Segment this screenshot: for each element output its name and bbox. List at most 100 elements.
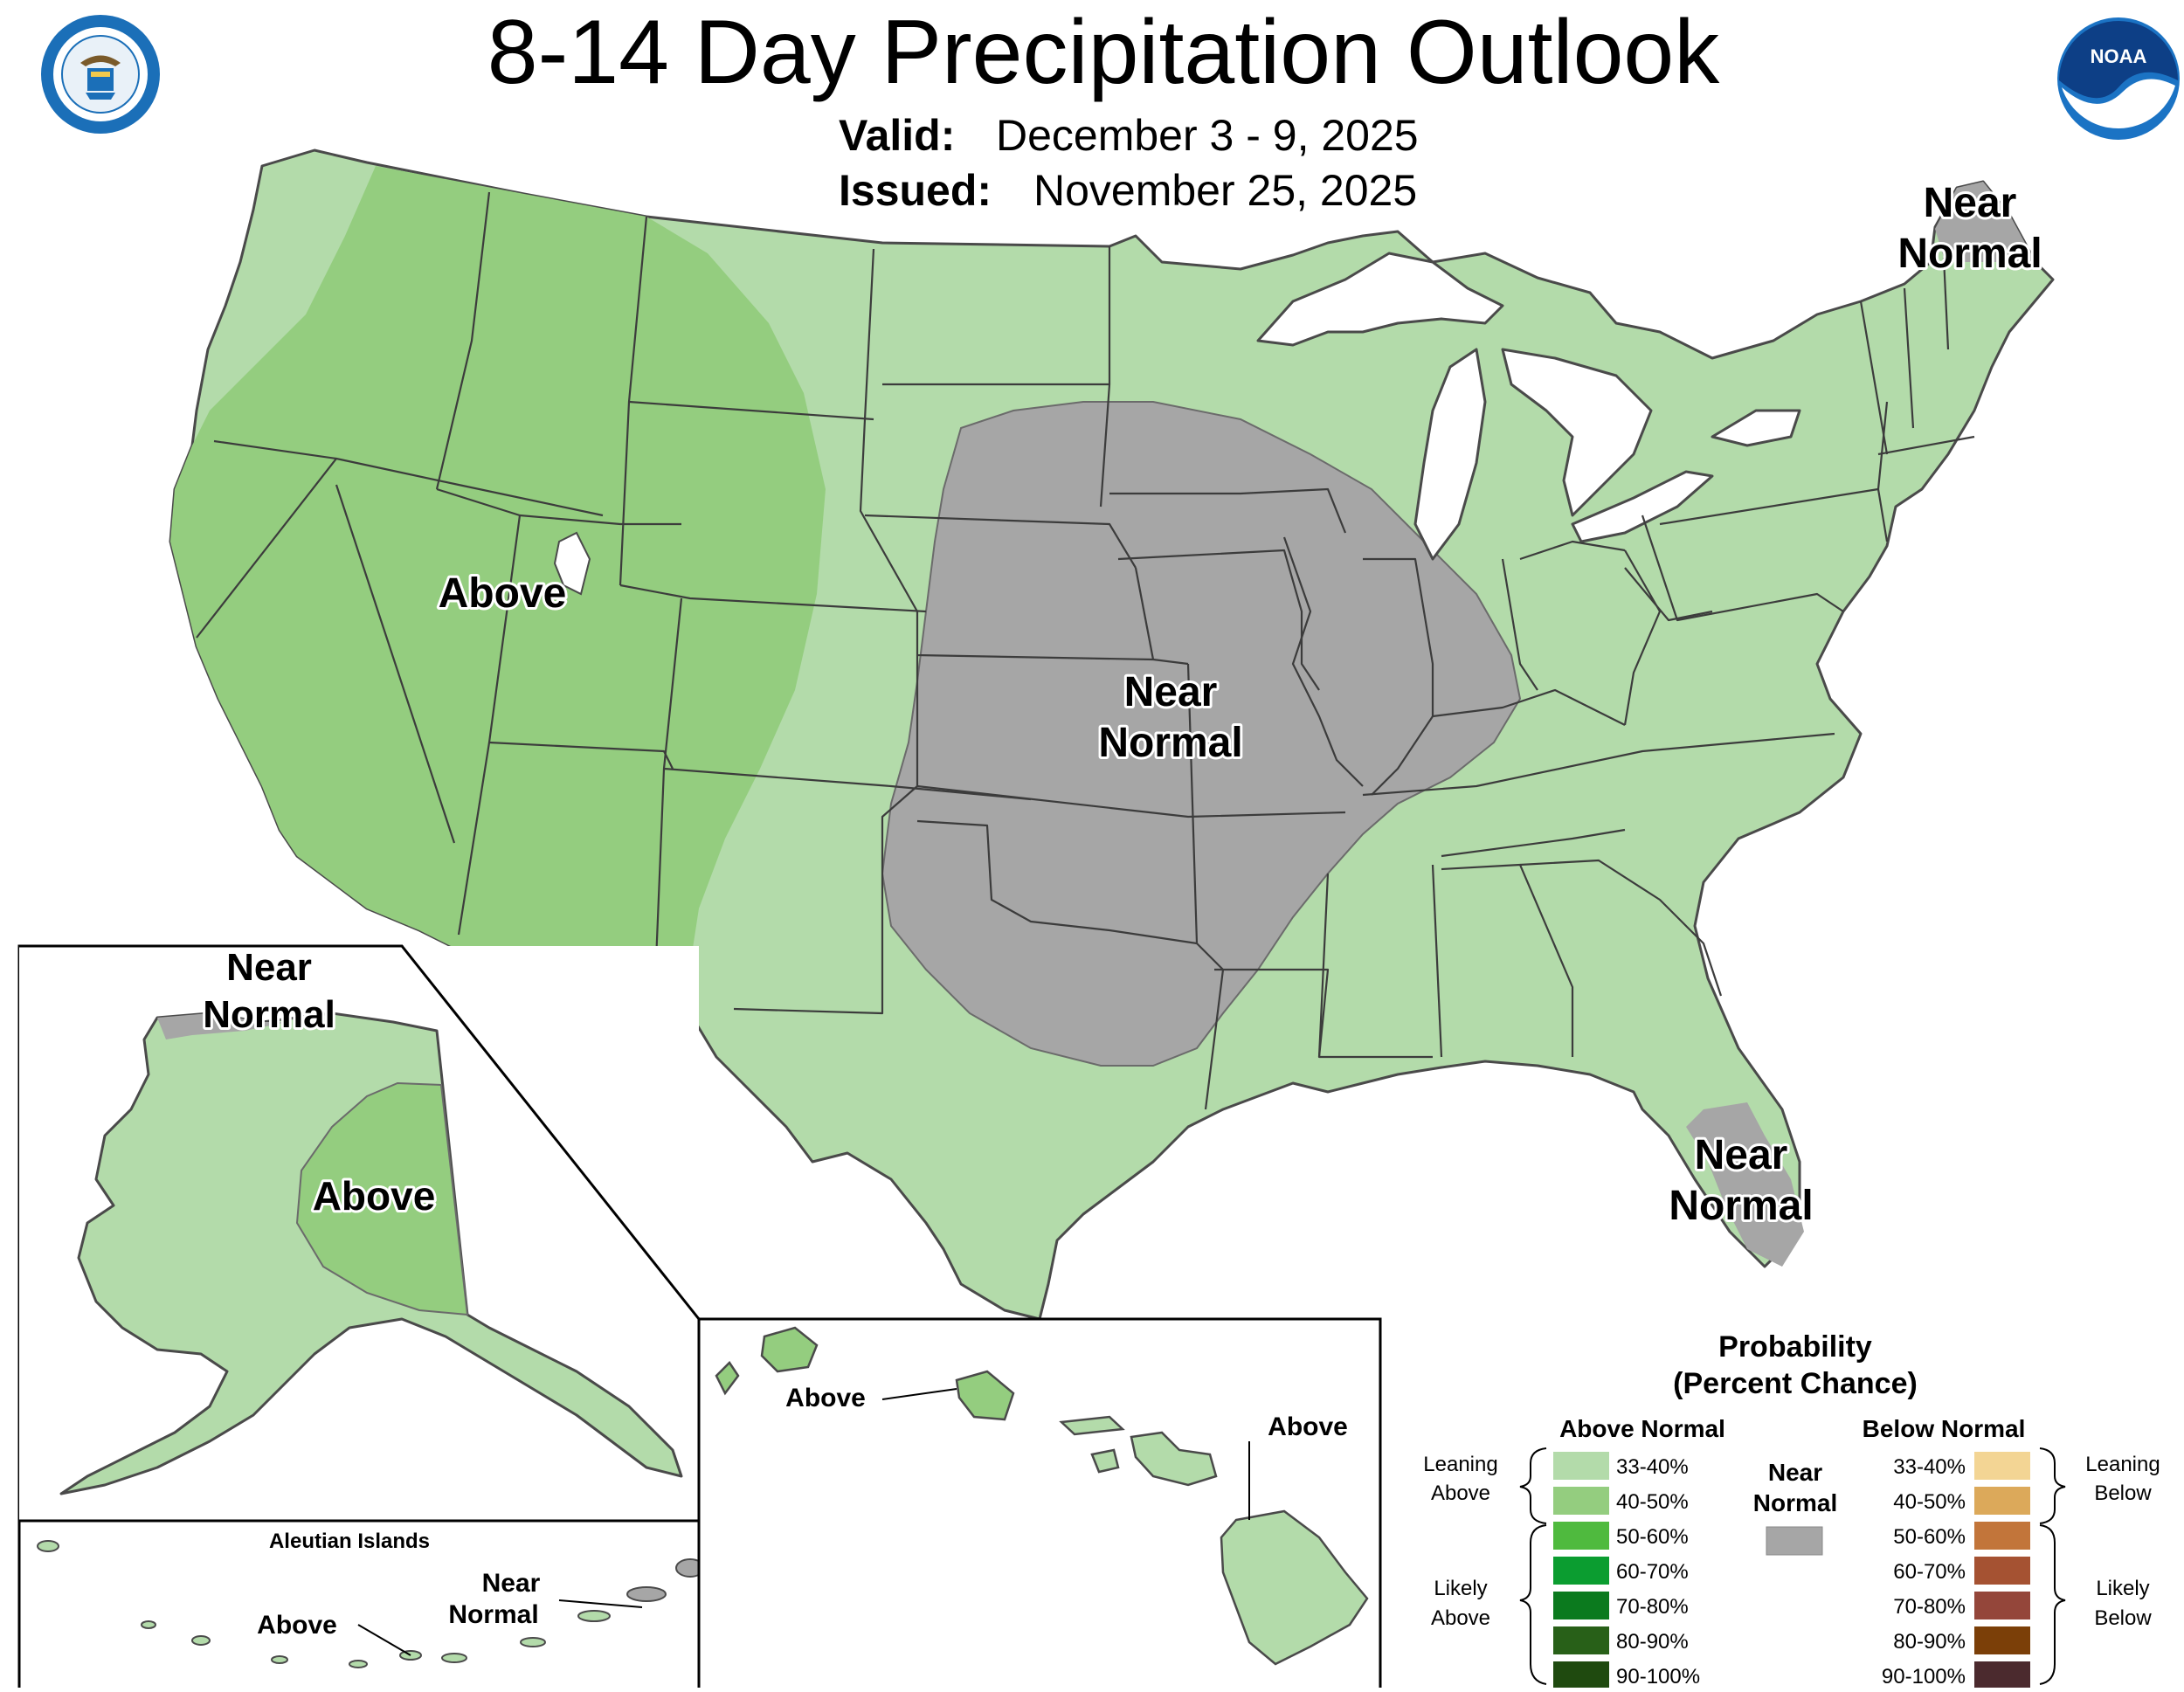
alaska-above-label: Above (313, 1173, 436, 1219)
legend-below-swatch-label-1: 33-40% (1893, 1455, 1966, 1479)
lake-huron (1501, 348, 1653, 517)
island-molokai (1059, 1415, 1125, 1436)
label-northeast-normal: Normal (1897, 231, 2042, 277)
aleutian-above-label: Above (257, 1611, 337, 1640)
island-big-island (1220, 1509, 1369, 1666)
brace-leaning-above (1519, 1447, 1547, 1524)
aleutian-above-pointer (357, 1624, 411, 1656)
legend-above-swatch-label-1: 33-40% (1616, 1455, 1689, 1479)
legend-above-swatch-2 (1553, 1487, 1609, 1515)
legend-below-swatch-2 (1974, 1487, 2030, 1515)
label-northeast-near: Near (1924, 180, 2017, 226)
near-normal-central (881, 401, 1522, 1067)
legend-leaning-above-1: Leaning (1423, 1453, 1497, 1476)
legend-near-label-2: Normal (1753, 1489, 1837, 1516)
great-salt-lake (553, 531, 591, 596)
near-normal-florida (1686, 1102, 1804, 1267)
legend-title: Probability (1718, 1330, 1872, 1364)
island-kauai (760, 1326, 819, 1373)
brace-likely-above (1519, 1524, 1547, 1685)
island-maui (1130, 1431, 1218, 1487)
legend-below-swatch-label-7: 90-100% (1882, 1665, 1966, 1688)
valid-label: Valid: (839, 111, 955, 160)
hawaii-above-right-label: Above (1268, 1412, 1348, 1441)
great-lakes (553, 252, 1801, 596)
legend-leaning-above-2: Above (1431, 1481, 1490, 1505)
alaska-normal-label: Normal (203, 993, 335, 1036)
island-oahu (955, 1370, 1015, 1421)
legend-below-swatch-label-3: 50-60% (1893, 1525, 1966, 1549)
hawaii-above-left-pointer (881, 1388, 957, 1400)
legend-above-swatch-label-6: 80-90% (1616, 1630, 1689, 1654)
brace-leaning-below (2039, 1447, 2066, 1524)
legend-near-label-1: Near (1768, 1459, 1822, 1486)
lake-superior (1256, 252, 1504, 347)
legend-below-swatch-5 (1974, 1592, 2030, 1619)
label-central-near: Near (1124, 669, 1218, 715)
label-west-above: Above (439, 570, 567, 617)
alaska-near-region (157, 1013, 288, 1039)
legend-below-swatch-4 (1974, 1557, 2030, 1585)
legend-leaning-below-2: Below (2094, 1481, 2152, 1505)
legend-above-swatch-5 (1553, 1592, 1609, 1619)
lake-michigan (1413, 348, 1487, 561)
legend-above-header: Above Normal (1559, 1415, 1725, 1442)
hawaii-islands (715, 1326, 1369, 1666)
legend-above-swatch-label-2: 40-50% (1616, 1490, 1689, 1514)
near-normal-maine (1935, 182, 2035, 262)
aleutian-near-pointer (558, 1599, 643, 1608)
valid-date: December 3 - 9, 2025 (996, 111, 1419, 160)
legend-likely-below-1: Likely (2096, 1577, 2149, 1600)
legend-subtitle: (Percent Chance) (1673, 1367, 1918, 1400)
legend-likely-above-2: Above (1431, 1606, 1490, 1630)
label-florida-normal: Normal (1669, 1183, 1813, 1229)
issued-date: November 25, 2025 (1033, 166, 1417, 215)
brace-likely-below (2039, 1524, 2066, 1685)
lake-erie (1571, 470, 1714, 543)
legend-above-swatch-label-5: 70-80% (1616, 1595, 1689, 1619)
island-lanai (1090, 1448, 1120, 1474)
conus-map: Above Near Normal Near Normal Near Norma… (169, 148, 2055, 1321)
hawaii-above-left-label: Above (785, 1384, 866, 1412)
aleutian-title: Aleutian Islands (269, 1530, 430, 1553)
legend-above-swatch-6 (1553, 1626, 1609, 1654)
legend-below-swatch-6 (1974, 1626, 2030, 1654)
noaa-logo-text: NOAA (2091, 45, 2147, 67)
aleutian-near-label: Near (482, 1569, 541, 1598)
legend-below-swatch-label-2: 40-50% (1893, 1490, 1966, 1514)
alaska-inset: Near Normal Above Aleutian Islands Above… (17, 943, 705, 1692)
legend-above-swatch-3 (1553, 1522, 1609, 1550)
legend-below-swatches: 33-40% 40-50% 50-60% 60-70% 70-80% 80-90% 90-1… (1882, 1452, 2030, 1689)
legend-below-swatch-label-4: 60-70% (1893, 1560, 1966, 1584)
issued-label: Issued: (839, 166, 992, 215)
legend-likely-below-2: Below (2094, 1606, 2152, 1630)
label-florida-near: Near (1695, 1132, 1788, 1178)
map-title: 8-14 Day Precipitation Outlook (487, 2, 1721, 103)
legend-above-swatch-label-7: 90-100% (1616, 1665, 1700, 1688)
commerce-seal-icon (41, 15, 160, 134)
legend-below-swatch-label-6: 80-90% (1893, 1630, 1966, 1654)
island-niihau (715, 1361, 740, 1396)
alaska-near-label: Near (226, 946, 312, 989)
alaska-above-region (295, 1081, 469, 1316)
legend-below-swatch-1 (1974, 1452, 2030, 1480)
legend-below-swatch-7 (1974, 1661, 2030, 1689)
legend-above-swatch-label-4: 60-70% (1616, 1560, 1689, 1584)
legend-above-swatch-1 (1553, 1452, 1609, 1480)
hawaii-inset: Above Above (697, 1317, 1382, 1692)
aleutian-normal-label: Normal (448, 1600, 538, 1629)
lake-ontario (1711, 409, 1801, 447)
legend-near-swatch (1766, 1526, 1823, 1556)
legend-above-swatch-label-3: 50-60% (1616, 1525, 1689, 1549)
legend-above-swatch-7 (1553, 1661, 1609, 1689)
legend-below-swatch-label-5: 70-80% (1893, 1595, 1966, 1619)
legend-above-swatches: 33-40% 40-50% 50-60% 60-70% 70-80% 80-90% 90-1… (1553, 1452, 1700, 1689)
legend-below-swatch-3 (1974, 1522, 2030, 1550)
legend: Probability (Percent Chance) Above Norma… (1423, 1330, 2160, 1689)
noaa-logo-icon: NOAA (2057, 17, 2180, 140)
legend-leaning-below-1: Leaning (2085, 1453, 2160, 1476)
label-central-normal: Normal (1098, 720, 1242, 766)
legend-below-header: Below Normal (1863, 1415, 2026, 1442)
legend-likely-above-1: Likely (1434, 1577, 1487, 1600)
